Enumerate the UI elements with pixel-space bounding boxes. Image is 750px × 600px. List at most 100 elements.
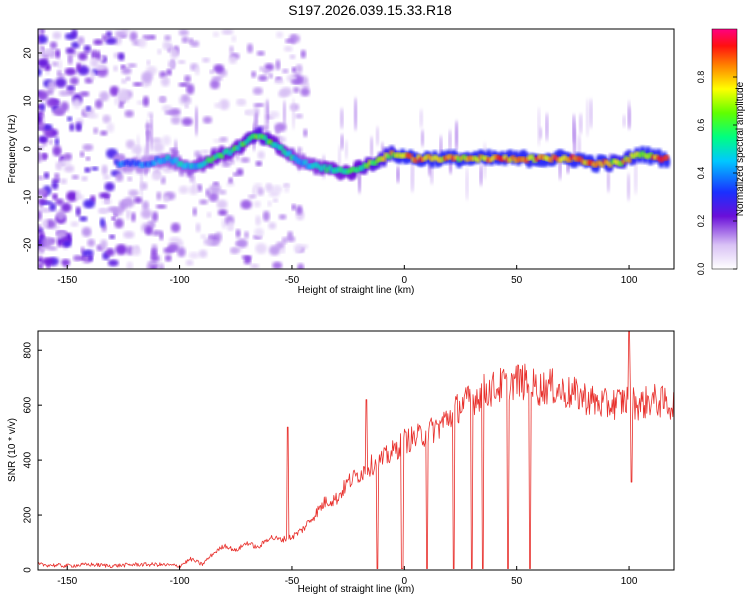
noise-blob: [192, 207, 197, 217]
noise-blob: [75, 206, 81, 217]
noise-blob: [87, 238, 96, 247]
noise-blob: [217, 209, 228, 216]
spectrogram-x-axis: -150 -100 -50 0 50 100: [57, 265, 638, 286]
noise-blob: [151, 172, 163, 181]
streak-blob: [410, 161, 414, 193]
noise-blob: [221, 29, 234, 35]
noise-blob: [88, 254, 94, 262]
noise-blob: [52, 145, 62, 157]
noise-blob: [42, 219, 49, 228]
noise-blob: [190, 40, 200, 48]
noise-blob: [51, 180, 59, 190]
ridge-core: [321, 164, 327, 170]
x-tick-label: 0: [402, 275, 408, 286]
noise-blob: [79, 151, 85, 158]
noise-blob: [71, 29, 78, 39]
noise-blob: [209, 184, 221, 194]
noise-blob: [122, 199, 130, 204]
noise-blob: [47, 246, 58, 251]
noise-blob: [121, 67, 132, 75]
streak-blob: [396, 165, 400, 184]
noise-blob: [272, 198, 279, 203]
noise-blob: [229, 45, 234, 54]
noise-blob: [125, 76, 131, 81]
noise-blob: [46, 88, 54, 96]
noise-blob: [184, 74, 191, 83]
noise-blob: [156, 191, 162, 201]
x-tick-label: -50: [285, 576, 300, 587]
noise-blob: [162, 40, 172, 51]
noise-blob: [95, 50, 101, 61]
noise-blob: [161, 105, 173, 112]
snr-panel: -150 -100 -50 0 50 100 0 200 400 600 800 Height o…: [7, 330, 675, 595]
noise-blob: [228, 220, 233, 230]
noise-blob: [49, 202, 57, 212]
snr-plot-area: [38, 331, 674, 570]
noise-blob: [42, 152, 47, 161]
noise-blob: [101, 34, 108, 42]
noise-blob: [202, 116, 213, 124]
noise-blob: [282, 68, 289, 74]
x-tick-label: 0: [402, 576, 408, 587]
noise-blob: [178, 29, 189, 36]
noise-blob: [38, 67, 42, 77]
noise-blob: [292, 86, 300, 94]
noise-blob: [127, 176, 133, 182]
noise-blob: [67, 53, 73, 65]
ridge-core: [381, 156, 387, 162]
colorbar: 0.0 0.2 0.4 0.6 0.8 Normalized spectral ampl…: [696, 28, 746, 275]
streak-blob: [606, 168, 610, 193]
ridge-core: [664, 154, 670, 161]
noise-blob: [258, 74, 268, 82]
noise-blob: [181, 36, 189, 44]
noise-blob: [131, 246, 141, 256]
noise-blob: [208, 192, 219, 202]
noise-blob: [188, 251, 200, 259]
noise-blob: [124, 110, 134, 118]
noise-blob: [51, 61, 59, 67]
noise-blob: [158, 263, 165, 269]
noise-blob: [192, 181, 197, 192]
colorbar-tick-label: 0.2: [696, 215, 706, 228]
noise-blob: [137, 37, 147, 48]
noise-blob: [81, 176, 88, 182]
noise-blob: [61, 258, 71, 266]
spectrogram-y-axis: -20 -10 0 10 20: [23, 47, 42, 252]
noise-blob: [272, 261, 283, 269]
noise-blob: [78, 52, 88, 61]
y-tick-label: 400: [23, 451, 34, 468]
noise-blob: [52, 109, 65, 116]
noise-blob: [38, 263, 44, 269]
ridge-core: [413, 157, 419, 164]
noise-blob: [83, 199, 95, 209]
noise-blob: [206, 212, 212, 218]
noise-blob: [75, 190, 81, 199]
noise-blob: [247, 194, 257, 199]
noise-blob: [194, 66, 200, 76]
streak-blob: [537, 106, 541, 147]
noise-blob: [127, 63, 137, 68]
noise-blob: [113, 65, 118, 72]
noise-blob: [126, 261, 134, 269]
snr-y-axis: 0 200 400 600 800: [23, 341, 42, 573]
noise-blob: [56, 70, 62, 76]
noise-blob: [60, 178, 67, 185]
noise-blob: [101, 198, 112, 205]
streak-blob: [420, 129, 424, 148]
noise-blob: [251, 70, 257, 78]
noise-blob: [115, 244, 128, 255]
noise-blob: [99, 91, 110, 102]
spectrogram-y-label: Frequency (Hz): [7, 115, 18, 184]
ridge-core: [262, 135, 268, 141]
y-tick-label: 0: [23, 146, 34, 152]
noise-blob: [157, 48, 162, 55]
noise-blob: [103, 174, 110, 180]
noise-blob: [75, 122, 82, 132]
noise-blob: [41, 48, 53, 55]
noise-blob: [109, 234, 116, 240]
streak-blob: [263, 100, 267, 141]
noise-blob: [297, 263, 305, 269]
noise-blob: [199, 199, 208, 205]
noise-blob: [200, 234, 207, 239]
